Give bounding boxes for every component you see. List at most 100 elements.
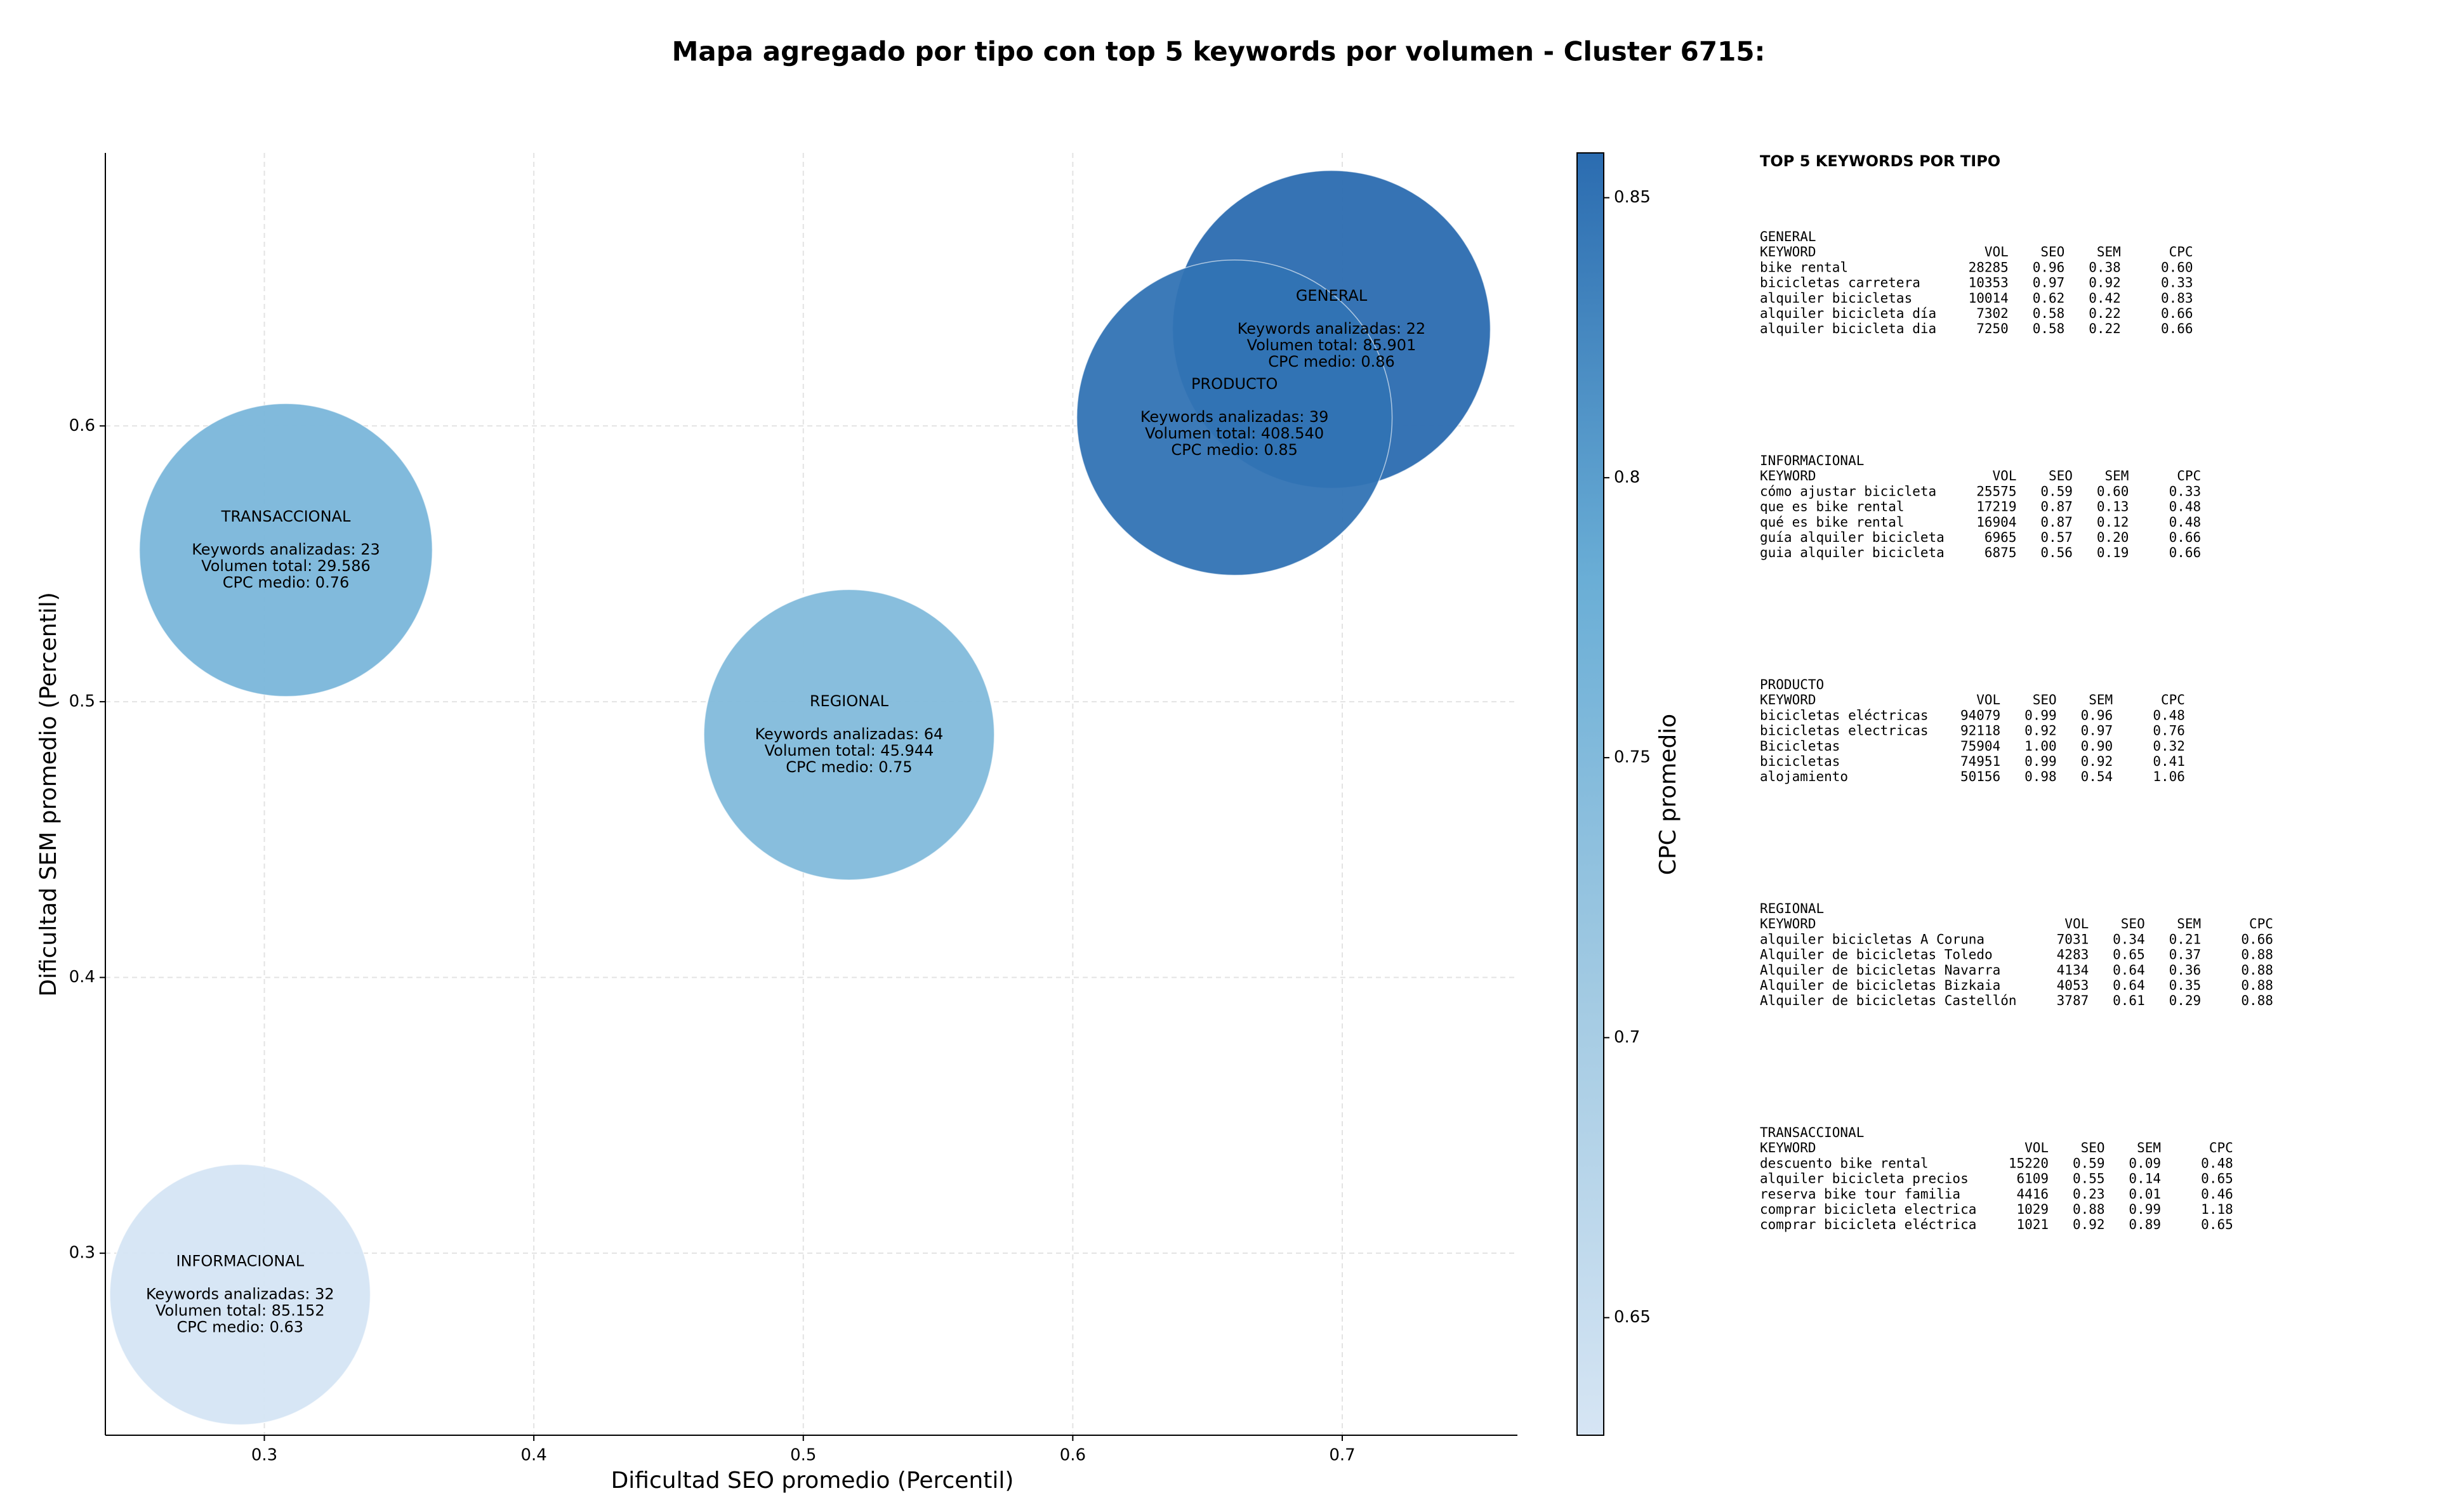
table-cell: 0.59 <box>2040 483 2073 499</box>
table-cell: 0.96 <box>2033 260 2065 275</box>
table-cell: 0.83 <box>2161 291 2193 306</box>
table-cell: 10353 <box>1969 275 2009 291</box>
table-header: KEYWORD <box>1760 916 1816 931</box>
table-cell: 0.42 <box>2089 291 2121 306</box>
table-cell: 0.96 <box>2081 707 2113 723</box>
table-cell: 0.66 <box>2241 931 2273 947</box>
table-cell: 0.87 <box>2040 515 2073 530</box>
table-header: SEO <box>2121 916 2145 931</box>
table-cell: 4053 <box>2057 978 2089 993</box>
bubble-annotation: Volumen total: 85.152 <box>155 1301 325 1319</box>
table-cell: 0.66 <box>2169 530 2202 545</box>
table-cell: 0.65 <box>2113 947 2145 963</box>
colorbar-tick-label: 0.65 <box>1614 1308 1651 1327</box>
table-cell: Alquiler de bicicletas Bizkaia <box>1760 978 2000 993</box>
table-cell: 0.87 <box>2040 499 2073 515</box>
table-cell: 0.48 <box>2169 515 2202 530</box>
table-cell: 0.89 <box>2129 1217 2161 1232</box>
table-cell: bicicletas electricas <box>1760 723 1929 739</box>
table-header: KEYWORD <box>1760 692 1816 707</box>
table-cell: 0.56 <box>2040 545 2073 560</box>
table-cell: 0.58 <box>2033 321 2065 336</box>
table-cell: 0.20 <box>2097 530 2129 545</box>
table-cell: comprar bicicleta eléctrica <box>1760 1217 1976 1232</box>
table-cell: descuento bike rental <box>1760 1155 1929 1171</box>
table-cell: 0.41 <box>2153 754 2185 769</box>
table-cell: 0.22 <box>2089 306 2121 321</box>
table-header: SEM <box>2105 468 2129 483</box>
table-cell: 10014 <box>1969 291 2009 306</box>
bubble-annotation: Volumen total: 29.586 <box>201 557 371 575</box>
table-cell: 0.99 <box>2024 707 2057 723</box>
table-cell: alquiler bicicleta precios <box>1760 1171 1969 1187</box>
table-cell: 25575 <box>1976 483 2016 499</box>
table-header: SEO <box>2033 692 2057 707</box>
table-header: CPC <box>2209 1140 2233 1155</box>
table-header: SEM <box>2177 916 2201 931</box>
table-cell: 0.66 <box>2161 321 2193 336</box>
table-cell: 0.55 <box>2073 1171 2105 1187</box>
table-cell: 0.48 <box>2153 707 2185 723</box>
table-cell: 0.88 <box>2241 978 2273 993</box>
table-cell: 0.65 <box>2201 1171 2233 1187</box>
table-cell: 0.35 <box>2169 978 2202 993</box>
table-cell: 7250 <box>1976 321 2009 336</box>
x-tick-label: 0.6 <box>1060 1446 1086 1465</box>
chart-title: Mapa agregado por tipo con top 5 keyword… <box>672 36 1766 67</box>
table-cell: 0.22 <box>2089 321 2121 336</box>
bubble-annotation: CPC medio: 0.75 <box>786 758 913 776</box>
table-cell: 0.57 <box>2040 530 2073 545</box>
table-cell: 94079 <box>1960 707 2000 723</box>
table-cell: 0.38 <box>2089 260 2121 275</box>
table-cell: 0.99 <box>2024 754 2057 769</box>
table-cell: 0.60 <box>2161 260 2193 275</box>
table-cell: 6965 <box>1985 530 2017 545</box>
x-tick-label: 0.4 <box>520 1446 546 1465</box>
table-cell: guía alquiler bicicleta <box>1760 530 1945 545</box>
colorbar-tick-label: 0.8 <box>1614 468 1640 487</box>
table-cell: 0.19 <box>2097 545 2129 560</box>
x-axis-label: Dificultad SEO promedio (Percentil) <box>611 1468 1014 1494</box>
table-cell: 0.92 <box>2089 275 2121 291</box>
table-cell: 0.32 <box>2153 739 2185 754</box>
table-header: VOL <box>2064 916 2089 931</box>
table-cell: 17219 <box>1976 499 2016 515</box>
table-cell: 0.88 <box>2241 993 2273 1008</box>
table-cell: alojamiento <box>1760 769 1848 784</box>
table-header: VOL <box>2024 1140 2049 1155</box>
colorbar-tick-label: 0.7 <box>1614 1028 1640 1047</box>
table-cell: bicicletas <box>1760 754 1840 769</box>
table-cell: Bicicletas <box>1760 739 1840 754</box>
table-cell: reserva bike tour familia <box>1760 1187 1960 1202</box>
table-cell: cómo ajustar bicicleta <box>1760 483 1936 499</box>
table-cell: alquiler bicicleta dia <box>1760 321 1936 336</box>
table-cell: 15220 <box>2009 1155 2049 1171</box>
table-cell: 0.98 <box>2024 769 2057 784</box>
table-cell: 0.76 <box>2153 723 2185 739</box>
y-tick-label: 0.5 <box>69 692 95 711</box>
x-tick-label: 0.7 <box>1329 1446 1355 1465</box>
bubble <box>109 1164 371 1426</box>
table-header: KEYWORD <box>1760 468 1816 483</box>
section-title: INFORMACIONAL <box>1760 453 1864 468</box>
bubble-label: PRODUCTO <box>1191 375 1278 393</box>
table-cell: 0.66 <box>2161 306 2193 321</box>
table-cell: 0.58 <box>2033 306 2065 321</box>
table-cell: 1021 <box>2016 1217 2049 1232</box>
table-header: KEYWORD <box>1760 244 1816 260</box>
table-cell: 6875 <box>1985 545 2017 560</box>
bubble-annotation: Keywords analizadas: 32 <box>146 1285 334 1303</box>
table-cell: 0.01 <box>2129 1187 2161 1202</box>
table-cell: 28285 <box>1969 260 2009 275</box>
bubble-annotation: Keywords analizadas: 22 <box>1238 320 1426 338</box>
bubble-annotation: Volumen total: 408.540 <box>1145 424 1324 442</box>
panel-title: TOP 5 KEYWORDS POR TIPO <box>1760 152 2000 170</box>
table-cell: 0.54 <box>2081 769 2113 784</box>
bubble-annotation: Volumen total: 45.944 <box>765 742 934 759</box>
bubble <box>139 403 433 697</box>
bubble-label: GENERAL <box>1296 287 1368 305</box>
table-cell: 0.33 <box>2161 275 2193 291</box>
bubble-annotation: Keywords analizadas: 23 <box>192 541 380 558</box>
table-cell: 0.12 <box>2097 515 2129 530</box>
table-cell: 0.64 <box>2113 978 2145 993</box>
